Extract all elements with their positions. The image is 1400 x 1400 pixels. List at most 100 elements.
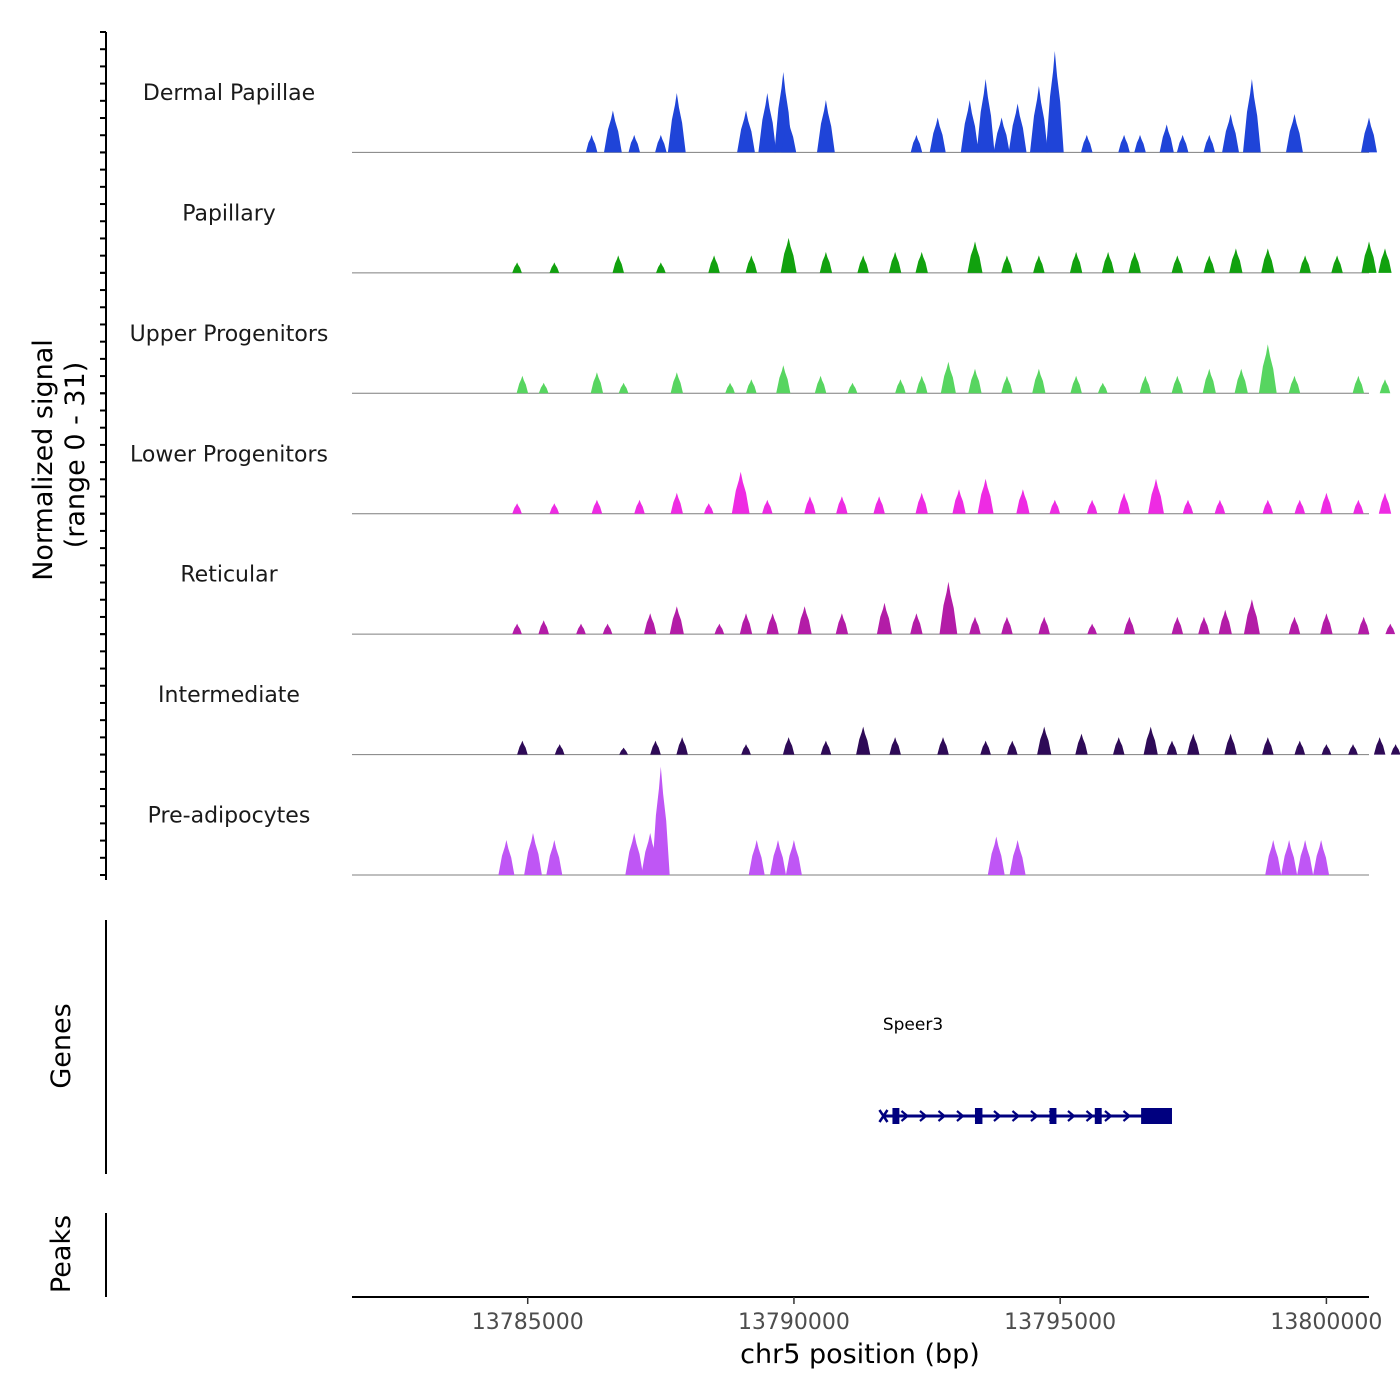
signal-peak [585, 134, 598, 153]
signal-peak [1097, 382, 1108, 394]
strand-arrow [1030, 1110, 1039, 1122]
signal-peak [516, 375, 529, 394]
signal-peak [820, 740, 832, 755]
peaks-panel-label: Peaks [46, 1215, 77, 1293]
signal-peak [895, 379, 906, 394]
signal-peak [915, 251, 928, 273]
signal-peak [1281, 840, 1298, 875]
signal-peak [1294, 740, 1306, 755]
signal-peak [670, 372, 683, 394]
signal-peak [1203, 134, 1215, 153]
signal-peak [1070, 375, 1082, 394]
signal-peak [776, 365, 791, 394]
signal-peak [1134, 134, 1146, 153]
strand-arrow [956, 1110, 965, 1122]
signal-peak [780, 237, 797, 273]
signal-peak [1159, 124, 1174, 153]
signal-peak [741, 744, 751, 755]
signal-peak [1008, 103, 1027, 153]
signal-peak [1243, 599, 1260, 635]
signal-peak [1286, 114, 1303, 153]
signal-peak [1128, 251, 1141, 273]
signal-peak [1331, 255, 1343, 273]
signal-peak [1143, 726, 1158, 755]
track-papillary: Papillary [182, 201, 1392, 274]
genes-panel-label: Genes [46, 1003, 77, 1088]
signal-peak [1101, 251, 1115, 273]
signal-peak [612, 255, 624, 273]
track-dermal-papillae: Dermal Papillae [143, 51, 1377, 153]
strand-arrow [1067, 1110, 1076, 1122]
signal-peak [1113, 737, 1125, 755]
signal-peak [1166, 740, 1178, 755]
x-axis-ticks: 13785000 13790000 13795000 13800000 [472, 1297, 1382, 1335]
track-upper-progenitors: Upper Progenitors [130, 322, 1391, 394]
signal-peak [651, 766, 670, 875]
track-label-papillary: Papillary [182, 201, 276, 226]
track-intermediate: Intermediate [158, 683, 1400, 756]
signal-peak [835, 613, 849, 635]
signal-peak [602, 623, 613, 635]
strand-arrow [1104, 1110, 1113, 1122]
track-pre-adipocytes: Pre-adipocytes [148, 766, 1369, 876]
signal-peak [1171, 255, 1184, 273]
signal-peak [1229, 248, 1243, 273]
signal-peak [549, 262, 560, 273]
signal-peak [1224, 733, 1237, 755]
signal-peak [644, 613, 657, 635]
signal-peak [1313, 840, 1330, 875]
signal-peak [1222, 114, 1239, 153]
signal-peak [1261, 248, 1275, 273]
signal-peak [976, 79, 995, 153]
x-tick-label: 13790000 [738, 1310, 850, 1335]
signal-peak [967, 241, 983, 273]
signal-peak [625, 833, 644, 875]
signal-peak [1069, 251, 1083, 273]
signal-peak [1320, 492, 1333, 514]
signal-peak [1288, 616, 1301, 635]
signal-peak [1182, 499, 1194, 514]
signal-peak [1187, 733, 1200, 755]
signal-peak [940, 361, 956, 394]
signal-peak [1378, 248, 1392, 273]
signal-peak [634, 499, 645, 514]
signal-peak [538, 382, 549, 394]
signal-peak [1214, 499, 1226, 514]
signal-peak [781, 120, 797, 153]
gene-exon [1049, 1108, 1057, 1124]
signal-peak [960, 100, 979, 153]
signal-peak [770, 840, 786, 875]
signal-peak [969, 616, 981, 635]
signal-peak [910, 613, 923, 635]
signal-peak [876, 602, 892, 635]
signal-peak [1030, 86, 1048, 153]
signal-peak [703, 503, 714, 514]
signal-peak [1258, 344, 1277, 394]
signal-peak [1320, 613, 1333, 635]
signal-peak [782, 737, 795, 755]
track-lower-progenitors: Lower Progenitors [130, 442, 1392, 515]
gene-track [878, 1108, 1172, 1124]
signal-peak [1087, 623, 1097, 635]
signal-peak [968, 368, 982, 394]
gene-name-label: Speer3 [883, 1015, 943, 1035]
signal-peak [1373, 737, 1386, 755]
track-label-reticular: Reticular [180, 563, 278, 588]
signal-peak [656, 262, 666, 273]
signal-peak [797, 606, 812, 635]
track-label-upper-progenitors: Upper Progenitors [130, 322, 329, 347]
signal-peak [814, 375, 827, 394]
signal-peak [980, 740, 991, 755]
signal-peak [952, 489, 966, 514]
signal-peak [1198, 616, 1210, 635]
signal-peak [1148, 478, 1164, 514]
gene-exon [974, 1108, 983, 1124]
x-axis-label: chr5 position (bp) [740, 1339, 980, 1370]
signal-peak [1321, 744, 1332, 755]
signal-peak [1171, 616, 1184, 635]
signal-peak [1379, 379, 1391, 394]
signal-peak [650, 740, 661, 755]
signal-peak [676, 737, 688, 755]
signal-peak [1390, 744, 1400, 755]
x-tick-label: 13785000 [472, 1310, 584, 1335]
